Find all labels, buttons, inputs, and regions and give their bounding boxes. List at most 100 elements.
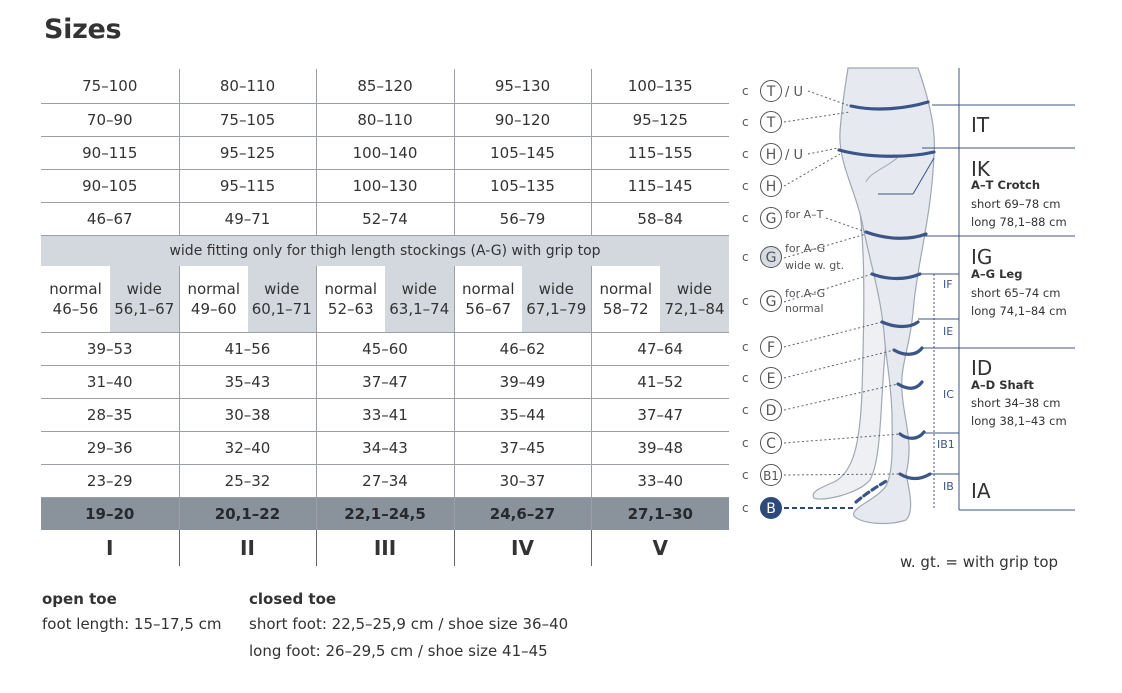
- band-f: [880, 320, 920, 329]
- wide-value: 63,1–74: [389, 300, 450, 318]
- closed-toe-short-foot: short foot: 22,5–25,9 cm / shoe size 36–…: [249, 615, 569, 633]
- page-title: Sizes: [44, 14, 122, 45]
- marker-d: c D: [742, 399, 782, 421]
- marker-letter: T: [766, 84, 776, 100]
- table-cell: 39–48: [590, 431, 730, 465]
- marker-note: normal: [785, 302, 824, 315]
- band-g-a-g: [870, 272, 922, 281]
- table-cell: 95–125: [178, 136, 316, 170]
- wide-label: wide: [401, 280, 437, 298]
- c-prefix: c: [742, 179, 749, 193]
- table-cell: 39–49: [453, 365, 591, 399]
- normal-wide-row: normal 46–56 wide 56,1–67 normal 49–60 wide…: [41, 266, 730, 333]
- table-cell: 19–20: [41, 497, 179, 530]
- table-cell: 52–74: [315, 202, 454, 236]
- table-cell: 32–40: [178, 431, 316, 465]
- normal-label: normal: [49, 280, 102, 298]
- marker-c: c C: [742, 432, 782, 454]
- normal-label: normal: [461, 280, 515, 298]
- table-cell: 100–135: [590, 69, 730, 104]
- normal-value: 58–72: [602, 300, 649, 318]
- wide-value: 67,1–79: [526, 300, 587, 318]
- wide-label: wide: [126, 280, 162, 298]
- marker-b1: c B1: [742, 464, 782, 486]
- length-ia-code: IA: [971, 479, 991, 503]
- open-toe-heading: open toe: [42, 590, 117, 608]
- c-prefix: c: [742, 211, 749, 225]
- marker-list: c T / U c T c H / U c H c G for A–T c: [742, 80, 844, 519]
- table-cell: 105–145: [453, 136, 591, 170]
- table-row: 28–35 30–38 33–41 35–44 37–47: [41, 398, 730, 432]
- table-cell: 37–47: [590, 398, 730, 432]
- table-cell: 27,1–30: [590, 497, 730, 530]
- open-toe-info: open toe foot length: 15–17,5 cm: [42, 587, 222, 638]
- length-ik-long: long 78,1–88 cm: [971, 215, 1067, 229]
- closed-toe-heading: closed toe: [249, 590, 337, 608]
- closed-toe-info: closed toe short foot: 22,5–25,9 cm / sh…: [249, 587, 568, 665]
- table-cell: 31–40: [41, 365, 179, 399]
- band-t-u: [849, 100, 930, 111]
- table-cell: 95–115: [178, 169, 316, 203]
- size-label: V: [590, 530, 730, 566]
- table-cell: 28–35: [41, 398, 179, 432]
- marker-h-u: c H / U: [742, 143, 803, 165]
- table-cell: 37–47: [315, 365, 454, 399]
- c-prefix: c: [742, 84, 749, 98]
- marker-note: for A–G: [785, 242, 825, 255]
- size-label-row: I II III IV V: [41, 530, 730, 566]
- marker-note: wide w. gt.: [785, 259, 844, 272]
- normal-label: normal: [599, 280, 653, 298]
- marker-letter: F: [767, 340, 775, 356]
- marker-letter: C: [766, 436, 776, 452]
- band-c: [898, 430, 926, 440]
- band-e: [892, 346, 924, 356]
- length-ik-code: IK: [971, 157, 991, 181]
- size-table: 75–100 80–110 85–120 95–130 100–135 70–9…: [41, 69, 730, 566]
- marker-f: c F: [742, 336, 782, 358]
- marker-letter: B: [766, 501, 776, 517]
- table-cell: 20,1–22: [178, 497, 316, 530]
- table-row: 29–36 32–40 34–43 37–45 39–48: [41, 431, 730, 465]
- segment-ib: IB: [943, 480, 954, 493]
- table-cell: 56–79: [453, 202, 591, 236]
- table-row: 90–115 95–125 100–140 105–145 115–155: [41, 136, 730, 170]
- table-cell: 33–41: [315, 398, 454, 432]
- table-cell: 90–120: [453, 103, 591, 137]
- table-cell: 80–110: [315, 103, 454, 137]
- segment-ie: IE: [943, 325, 953, 338]
- length-labels: IT IK A–T Crotch short 69–78 cm long 78,…: [971, 113, 1067, 503]
- marker-e: c E: [742, 367, 782, 389]
- marker-letter: T: [766, 115, 776, 131]
- table-cell: 27–34: [315, 464, 454, 498]
- wide-label: wide: [264, 280, 300, 298]
- size-label: III: [315, 530, 454, 566]
- size-label: I: [106, 536, 114, 560]
- table-cell: 30–38: [178, 398, 316, 432]
- c-prefix: c: [742, 501, 749, 515]
- table-row: 31–40 35–43 37–47 39–49 41–52: [41, 365, 730, 399]
- length-scale: [878, 68, 1075, 511]
- table-cell: 105–135: [453, 169, 591, 203]
- marker-suffix: / U: [785, 85, 803, 100]
- segment-labels: IF IE IC IB1 IB: [937, 278, 955, 493]
- table-cell: 47–64: [590, 332, 730, 366]
- table-cell: 115–145: [590, 169, 730, 203]
- table-row: 75–100 80–110 85–120 95–130 100–135: [41, 69, 730, 104]
- table-cell: 90–105: [41, 169, 179, 203]
- normal-value: 52–63: [327, 300, 374, 318]
- marker-letter: G: [766, 211, 777, 227]
- table-cell: 85–120: [315, 69, 454, 104]
- table-row: 90–105 95–115 100–130 105–135 115–145: [41, 169, 730, 203]
- marker-letter: H: [766, 179, 777, 195]
- leg-measurement-diagram: c T / U c T c H / U c H c G for A–T c: [742, 67, 1075, 525]
- table-cell: 75–100: [41, 69, 179, 104]
- wide-fitting-note-row: wide fitting only for thigh length stock…: [41, 235, 730, 266]
- table-cell: 100–130: [315, 169, 454, 203]
- c-prefix: c: [742, 294, 749, 308]
- band-h-u: [837, 148, 936, 158]
- leg-silhouette: [812, 67, 935, 525]
- size-label: IV: [453, 530, 591, 566]
- c-prefix: c: [742, 115, 749, 129]
- segment-ib1: IB1: [937, 438, 955, 451]
- size-label: II: [178, 530, 316, 566]
